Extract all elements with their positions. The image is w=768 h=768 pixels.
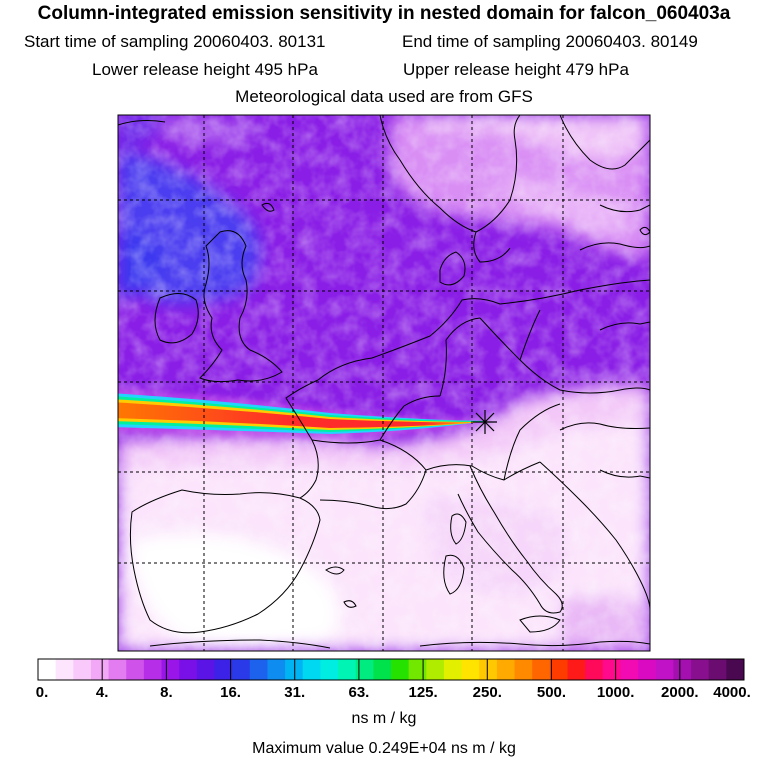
upper-height-label: Upper release height xyxy=(403,60,561,79)
lower-height-line: Lower release height 495 hPa xyxy=(92,60,318,80)
end-time-label: End time of sampling xyxy=(402,32,561,51)
colorbar-swatch xyxy=(620,659,639,680)
colorbar-swatch xyxy=(549,659,568,680)
colorbar-swatch xyxy=(179,659,198,680)
colorbar-tick-label: 8. xyxy=(160,684,173,701)
colorbar-swatch xyxy=(161,659,180,680)
lower-height-value: 495 hPa xyxy=(254,60,318,79)
colorbar-tick-label: 500. xyxy=(536,684,567,701)
colorbar-swatch xyxy=(479,659,498,680)
maximum-value: 0.249E+04 xyxy=(368,740,447,757)
start-time-line: Start time of sampling 20060403. 80131 xyxy=(24,32,326,52)
maximum-value-line: Maximum value 0.249E+04 ns m / kg xyxy=(0,740,768,758)
colorbar-swatch xyxy=(73,659,92,680)
field-texture xyxy=(118,115,650,651)
colorbar-swatch xyxy=(249,659,268,680)
colorbar-swatch xyxy=(143,659,163,680)
colorbar-swatch xyxy=(355,659,374,680)
upper-height-line: Upper release height 479 hPa xyxy=(403,60,629,80)
upper-height-value: 479 hPa xyxy=(565,60,629,79)
colorbar xyxy=(37,659,745,680)
colorbar-tick-label: 16. xyxy=(220,684,241,701)
colorbar-tick-label: 0. xyxy=(35,684,49,701)
colorbar-swatch xyxy=(673,659,692,680)
plume xyxy=(118,388,488,438)
colorbar-swatch xyxy=(126,659,145,680)
colorbar-swatch xyxy=(461,659,480,680)
maximum-value-unit: ns m / kg xyxy=(450,740,516,757)
map-area xyxy=(118,115,650,651)
colorbar-swatch xyxy=(708,659,727,680)
map-frame xyxy=(117,114,651,652)
colorbar-swatch xyxy=(602,659,621,680)
colorbar-swatch xyxy=(726,659,745,680)
colorbar-swatch xyxy=(443,659,463,680)
colorbar-swatch xyxy=(426,659,445,680)
end-time-line: End time of sampling 20060403. 80149 xyxy=(402,32,698,52)
colorbar-unit: ns m / kg xyxy=(351,710,417,727)
coastlines xyxy=(118,115,650,649)
end-time-value: 20060403. 80149 xyxy=(565,32,698,51)
colorbar-tick-label: 63. xyxy=(348,684,370,701)
colorbar-swatch xyxy=(55,659,74,680)
colorbar-swatch xyxy=(267,659,286,680)
start-time-value: 20060403. 80131 xyxy=(193,32,326,51)
colorbar-swatch xyxy=(196,659,215,680)
colorbar-tick-label: 125. xyxy=(408,684,438,701)
colorbar-swatch xyxy=(408,659,427,680)
colorbar-tick-label: 2000. xyxy=(661,684,699,701)
graticule xyxy=(118,115,650,651)
colorbar-swatch xyxy=(214,659,233,680)
maximum-value-label: Maximum value xyxy=(252,740,365,757)
lower-height-label: Lower release height xyxy=(92,60,250,79)
colorbar-swatch xyxy=(38,659,57,680)
colorbar-swatch xyxy=(532,659,551,680)
colorbar-tick-label: 4. xyxy=(95,684,109,701)
colorbar-swatch xyxy=(496,659,516,680)
colorbar-swatch xyxy=(338,659,357,680)
colorbar-tick-label: 1000. xyxy=(596,684,635,701)
met-data-note: Meteorological data used are from GFS xyxy=(235,87,533,106)
colorbar-tick-label: 4000. xyxy=(713,684,751,701)
colorbar-swatch xyxy=(373,659,392,680)
colorbar-swatch xyxy=(232,659,251,680)
colorbar-tick-label: 31. xyxy=(284,684,306,701)
colorbar-swatch xyxy=(302,659,321,680)
colorbar-swatch xyxy=(391,659,410,680)
colorbar-swatch xyxy=(285,659,304,680)
colorbar-swatch xyxy=(691,659,710,680)
start-time-label: Start time of sampling xyxy=(24,32,189,51)
colorbar-swatch xyxy=(108,659,127,680)
map-title: Column-integrated emission sensitivity i… xyxy=(37,3,731,24)
colorbar-swatch xyxy=(585,659,604,680)
colorbar-swatch xyxy=(638,659,657,680)
star-icon xyxy=(473,410,497,434)
colorbar-swatch xyxy=(90,659,110,680)
colorbar-swatch xyxy=(567,659,586,680)
colorbar-swatch xyxy=(655,659,674,680)
colorbar-tick-label: 250. xyxy=(472,684,502,701)
colorbar-swatch xyxy=(320,659,339,680)
colorbar-frame xyxy=(37,658,745,681)
colorbar-swatch xyxy=(514,659,533,680)
